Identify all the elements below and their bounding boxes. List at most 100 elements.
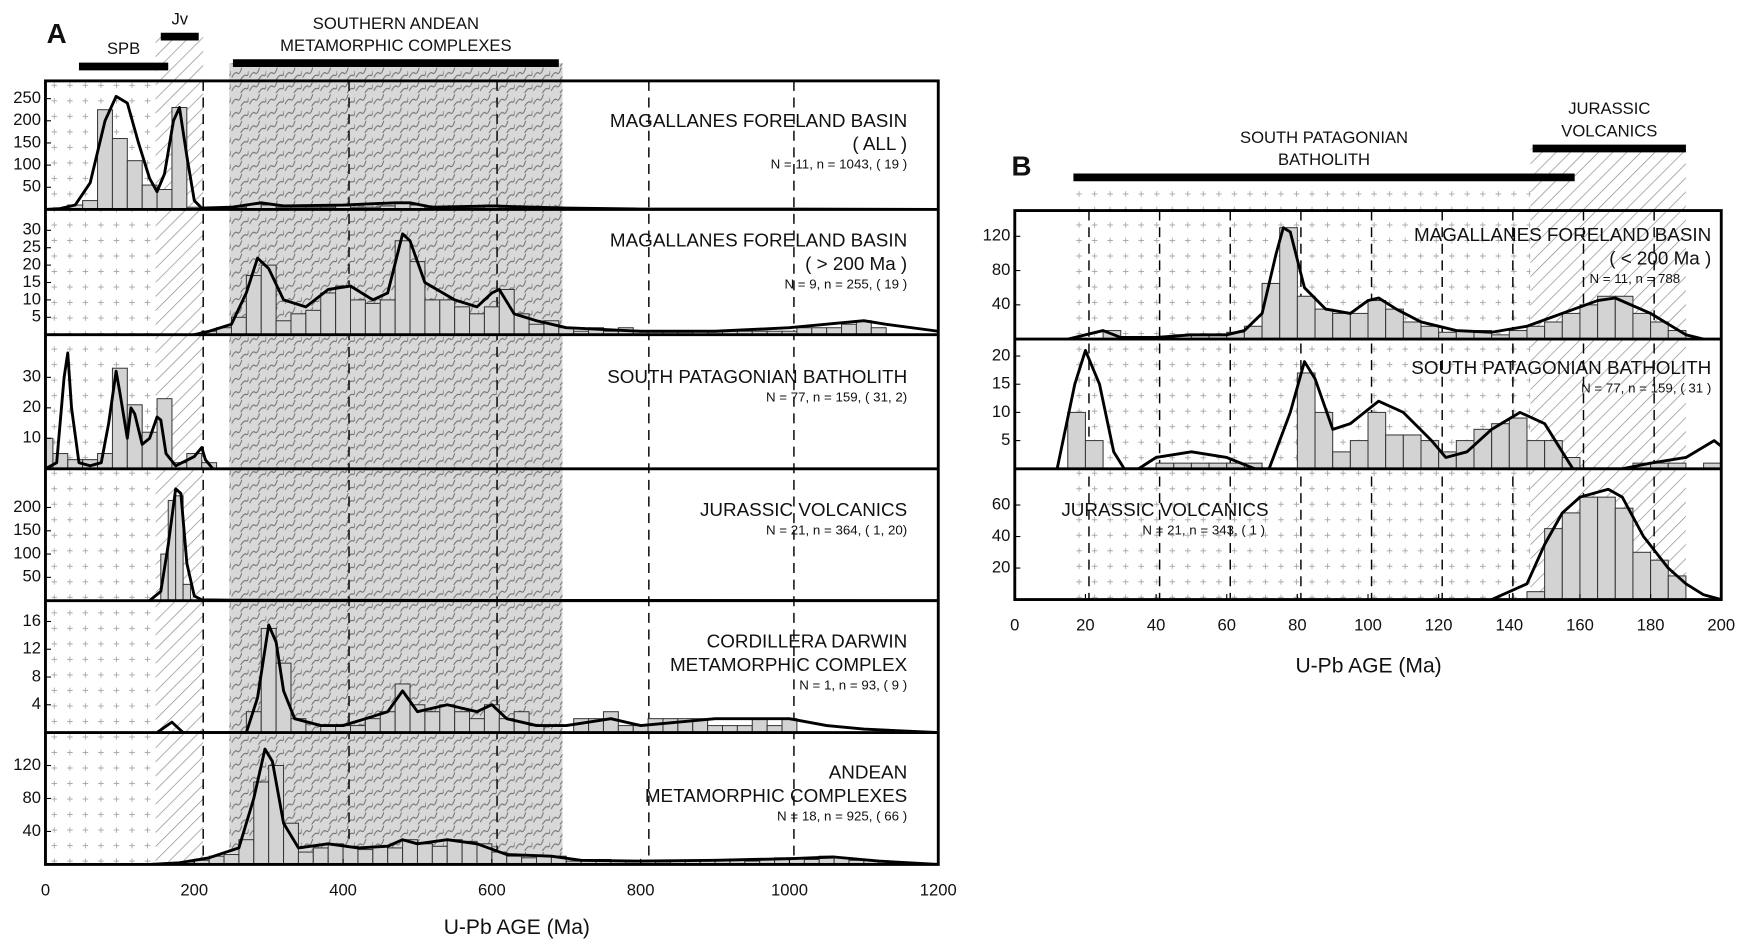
- y-tick-label: 25: [23, 237, 41, 256]
- histogram-bar: [1667, 462, 1687, 469]
- histogram-bar: [357, 849, 374, 865]
- y-tick-label: 30: [23, 367, 41, 386]
- range-label: Jv: [171, 9, 188, 28]
- range-label: BATHOLITH: [1278, 150, 1370, 169]
- y-tick-label: 12: [23, 639, 41, 658]
- x-tick-label: 160: [1566, 616, 1594, 635]
- histogram-bar: [1420, 325, 1440, 340]
- histogram-bar: [1491, 423, 1510, 469]
- panel-label: B: [1011, 151, 1031, 182]
- subplot-title: ( ALL ): [852, 133, 907, 154]
- x-tick-label: 60: [1217, 616, 1235, 635]
- y-tick-label: 16: [23, 611, 41, 630]
- subplot: [45, 351, 218, 469]
- histogram-bar: [409, 704, 426, 733]
- histogram-bar: [454, 306, 471, 335]
- y-tick-label: 50: [23, 567, 41, 586]
- histogram-bar: [1561, 512, 1581, 600]
- x-tick-label: 180: [1637, 616, 1665, 635]
- y-tick-label: 40: [992, 294, 1010, 313]
- histogram-bar: [573, 718, 590, 733]
- y-tick-label: 15: [992, 374, 1010, 393]
- histogram-bar: [126, 160, 143, 210]
- range-label: VOLCANICS: [1561, 121, 1657, 140]
- subplot-title: SOUTH PATAGONIAN BATHOLITH: [1411, 357, 1711, 378]
- histogram-bar: [841, 323, 857, 335]
- y-tick-label: 60: [992, 494, 1010, 513]
- y-tick-label: 120: [13, 755, 41, 774]
- density-curve: [1055, 348, 1722, 469]
- x-tick-label: 120: [1425, 616, 1453, 635]
- subplot: [45, 94, 939, 210]
- histogram-bar: [223, 854, 240, 865]
- histogram-bar: [175, 495, 184, 601]
- subplot: [193, 232, 939, 335]
- histogram-bar: [387, 847, 404, 865]
- subplot-title: METAMORPHIC COMPLEXES: [645, 785, 907, 806]
- histogram-bar: [312, 847, 329, 865]
- histogram-bar: [1632, 551, 1652, 600]
- histogram-bar: [1667, 575, 1687, 600]
- histogram-bar: [1296, 295, 1316, 340]
- histogram-bar: [751, 718, 768, 733]
- subplot-title: METAMORPHIC COMPLEX: [670, 654, 908, 675]
- subplot: [156, 623, 939, 733]
- histogram-bar: [1579, 496, 1599, 600]
- histogram-bar: [275, 320, 292, 335]
- x-tick-label: 40: [1147, 616, 1165, 635]
- histogram-bar: [454, 711, 471, 733]
- y-tick-label: 40: [23, 821, 41, 840]
- range-label: JURASSIC: [1568, 99, 1650, 118]
- subplot-note: N = 18, n = 925, ( 66 ): [777, 808, 907, 823]
- histogram-bar: [1296, 372, 1316, 469]
- y-tick-label: 80: [992, 260, 1010, 279]
- y-tick-label: 100: [13, 543, 41, 562]
- histogram-bar: [662, 718, 679, 733]
- histogram-bar: [1367, 411, 1387, 469]
- histogram-bar: [1579, 304, 1599, 340]
- histogram-bar: [528, 323, 545, 335]
- subplot-note: N = 77, n = 159, ( 31 ): [1581, 381, 1711, 396]
- histogram-bar: [1614, 507, 1634, 600]
- y-tick-label: 150: [13, 520, 41, 539]
- range-label: SOUTHERN ANDEAN: [313, 14, 479, 33]
- histogram-bar: [52, 453, 69, 469]
- y-tick-label: 150: [13, 132, 41, 151]
- subplot-title: JURASSIC VOLCANICS: [700, 499, 907, 520]
- y-tick-label: 4: [32, 694, 41, 713]
- histogram-bar: [290, 313, 307, 335]
- histogram-bar: [1385, 308, 1404, 340]
- y-tick-label: 10: [992, 402, 1010, 421]
- range-label: METAMORPHIC COMPLEXES: [280, 36, 511, 55]
- subplot-title: MAGALLANES FORELAND BASIN: [1414, 224, 1711, 245]
- histogram-bar: [1402, 321, 1422, 340]
- histogram-bar: [439, 299, 456, 335]
- y-tick-label: 5: [1001, 430, 1010, 449]
- histogram-bar: [469, 313, 485, 335]
- y-tick-label: 250: [13, 88, 41, 107]
- histogram-bar: [1261, 282, 1281, 340]
- x-tick-label: 200: [180, 880, 208, 899]
- histogram-bar: [275, 662, 292, 733]
- histogram-bar: [379, 299, 396, 335]
- x-tick-label: 140: [1495, 616, 1523, 635]
- subplot-title: ANDEAN: [829, 762, 907, 783]
- x-tick-label: 400: [329, 880, 357, 899]
- x-tick-label: 100: [1354, 616, 1382, 635]
- histogram-bar: [424, 299, 441, 335]
- y-tick-label: 120: [983, 226, 1011, 245]
- y-tick-label: 20: [992, 345, 1010, 364]
- x-tick-label: 1000: [771, 880, 808, 899]
- histogram-bar: [1561, 312, 1581, 340]
- histogram-bar: [1402, 434, 1422, 469]
- x-tick-label: 600: [478, 880, 506, 899]
- histogram-bar: [350, 299, 366, 335]
- histogram-bar: [1385, 434, 1404, 469]
- histogram-bar: [1349, 312, 1369, 340]
- density-curve: [149, 747, 939, 865]
- density-curve: [45, 351, 214, 469]
- panel-label: A: [47, 18, 67, 49]
- histogram-bar: [1314, 308, 1334, 340]
